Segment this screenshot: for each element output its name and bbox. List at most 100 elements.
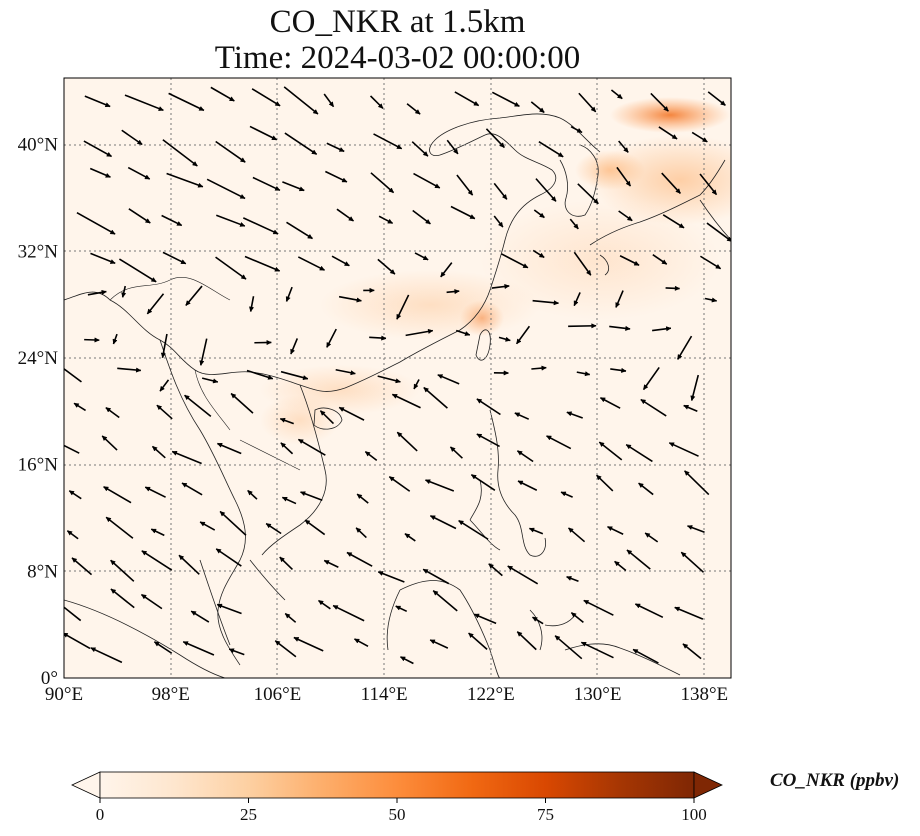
wind-arrow [668, 442, 699, 457]
wind-arrow [206, 178, 246, 200]
wind-arrow [336, 208, 355, 222]
concentration-plume-northeast [610, 97, 730, 133]
wind-arrow [456, 174, 474, 196]
wind-arrow [640, 398, 667, 417]
coastline-taiwan [475, 329, 491, 361]
wind-arrow [244, 255, 281, 272]
wind-arrow [652, 326, 672, 332]
wind-arrow [650, 92, 669, 112]
colorbar-bar [99, 771, 695, 799]
wind-arrow [674, 606, 704, 620]
wind-arrow [606, 525, 624, 535]
lon-tick-label: 138°E [680, 684, 728, 705]
wind-arrow [105, 406, 120, 419]
wind-arrow [332, 604, 365, 622]
wind-arrow [199, 521, 216, 531]
wind-arrow [413, 172, 441, 189]
wind-arrow [638, 482, 654, 496]
wind-arrow [652, 254, 668, 265]
wind-arrow [690, 374, 700, 402]
wind-arrow [64, 444, 80, 454]
wind-arrow [491, 91, 520, 108]
wind-arrow [396, 431, 418, 452]
wind-arrow [454, 91, 480, 107]
wind-arrow [516, 450, 534, 463]
wind-arrow [686, 525, 705, 534]
lat-tick-label: 8°N [27, 561, 58, 582]
wind-arrow [285, 286, 293, 303]
wind-arrow [625, 443, 653, 463]
lon-tick-label: 122°E [467, 684, 515, 705]
coastline-china [64, 113, 601, 392]
wind-arrow [406, 103, 421, 115]
wind-arrow [699, 255, 722, 270]
colorbar-tick-label: 50 [389, 805, 406, 824]
lat-tick-labels: 0° 8°N 16°N 24°N 32°N 40°N [18, 135, 59, 689]
wind-arrow [124, 94, 164, 112]
wind-arrow [216, 603, 242, 615]
wind-arrow [531, 616, 544, 625]
lon-tick-label: 98°E [152, 684, 190, 705]
wind-arrow [356, 493, 369, 504]
wind-arrow [140, 593, 163, 610]
concentration-field [260, 97, 731, 445]
wind-arrow [83, 140, 113, 158]
wind-arrow [507, 565, 539, 585]
wind-arrow [578, 92, 597, 113]
map-title: CO_NKR at 1.5km [269, 4, 526, 40]
wind-arrow [153, 641, 173, 654]
wind-arrow [411, 141, 429, 157]
wind-arrow [355, 527, 367, 539]
wind-arrow [215, 140, 246, 163]
wind-arrow [532, 249, 545, 259]
wind-arrow [210, 86, 235, 102]
border-lines [109, 277, 301, 471]
lat-tick-label: 0° [41, 668, 58, 689]
wind-arrow [609, 325, 631, 331]
wind-arrow [455, 329, 471, 336]
wind-arrow [573, 251, 592, 276]
wind-arrow [297, 438, 326, 456]
wind-arrow [182, 641, 215, 656]
wind-arrow [680, 551, 705, 573]
wind-arrow [642, 366, 660, 391]
wind-arrow [569, 218, 579, 230]
wind-arrow [282, 181, 305, 192]
wind-arrow [293, 636, 324, 652]
wind-arrow [404, 533, 416, 542]
wind-arrow [644, 532, 659, 543]
wind-arrow [121, 285, 127, 298]
wind-arrow [279, 417, 294, 425]
concentration-plume-korea [575, 150, 645, 190]
lat-tick-label: 40°N [18, 135, 59, 156]
wind-arrow [171, 450, 202, 465]
wind-arrow [373, 133, 403, 150]
wind-arrow [377, 258, 396, 275]
wind-arrow [110, 588, 135, 609]
coastlines [64, 113, 731, 678]
wind-arrow [230, 392, 254, 414]
wind-arrow [346, 551, 373, 567]
wind-arrow [388, 476, 411, 492]
coastline-sumatra-malaya [64, 559, 231, 678]
wind-arrow [178, 554, 200, 575]
wind-arrow [699, 173, 718, 196]
wind-arrow [450, 205, 476, 220]
wind-arrow [150, 528, 165, 537]
wind-arrow [535, 178, 557, 202]
wind-arrow [545, 435, 572, 450]
wind-arrow [682, 643, 702, 660]
lat-tick-label: 16°N [18, 455, 59, 476]
wind-arrow [446, 289, 460, 295]
wind-arrow [422, 568, 450, 585]
wind-arrow [326, 328, 337, 348]
wind-arrow [429, 639, 449, 649]
wind-arrow [162, 251, 187, 265]
lat-tick-label: 24°N [18, 348, 59, 369]
wind-arrow [73, 402, 86, 412]
wind-arrow [216, 442, 242, 455]
wind-arrow [414, 252, 429, 261]
concentration-plume-east-china [320, 270, 540, 340]
wind-arrow [66, 530, 79, 540]
wind-arrow [249, 125, 278, 141]
